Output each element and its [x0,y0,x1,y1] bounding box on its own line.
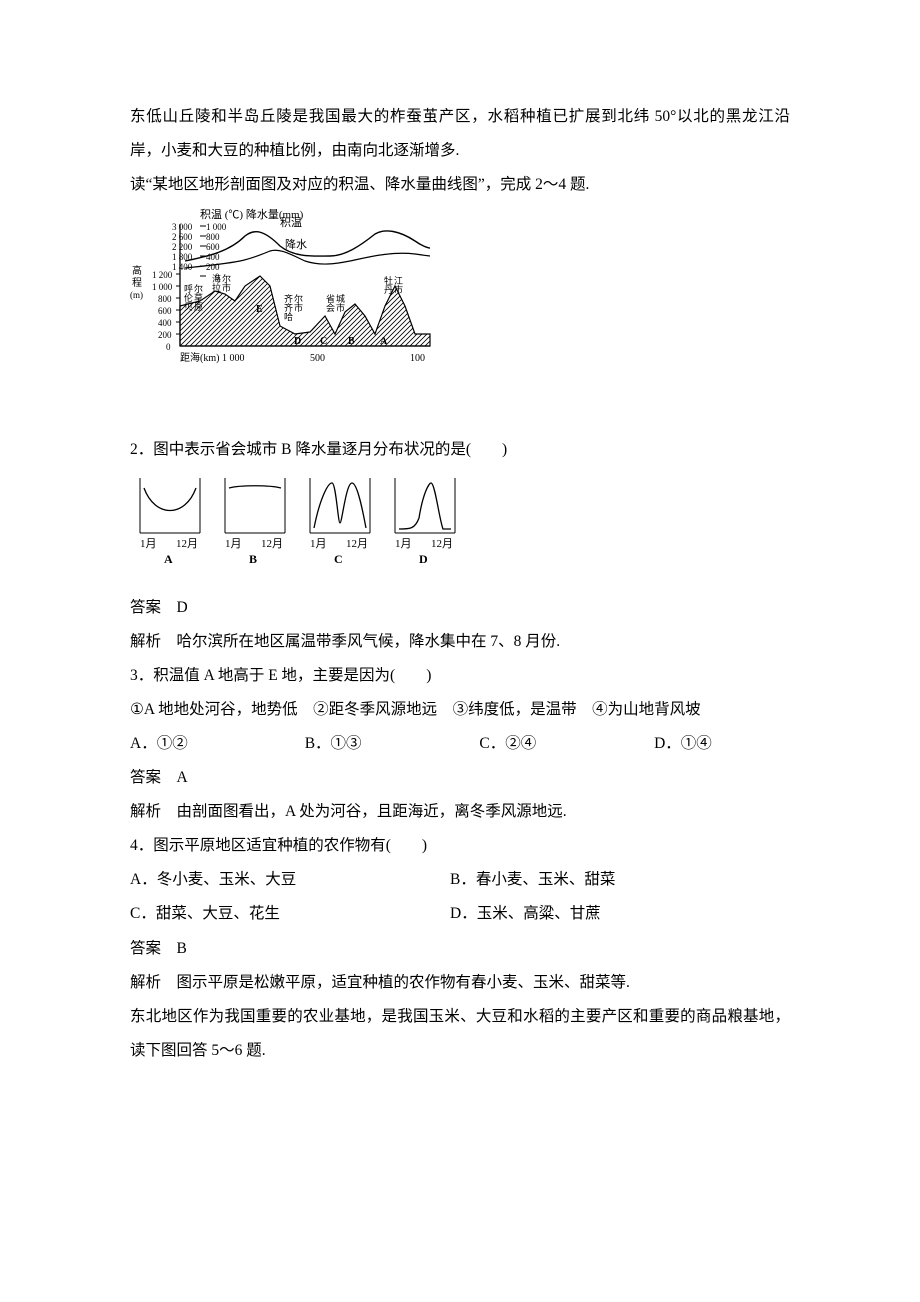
label-E: E [256,304,263,315]
mini-c-label: C [334,552,343,566]
mini-d-label: D [419,552,428,566]
elev-label-1: 高 [132,264,142,277]
svg-text:海拉: 海拉 [211,273,221,293]
q3-opt-d: D．①④ [654,727,790,761]
q4-explain: 解析 图示平原是松嫩平原，适宜种植的农作物有春小麦、玉米、甜菜等. [130,966,790,1000]
q3-explain: 解析 由剖面图看出，A 处为河谷，且距海近，离冬季风源地远. [130,795,790,829]
ytick: 400 [158,318,172,328]
ytick-r: 600 [206,242,220,252]
outro-paragraph: 东北地区作为我国重要的农业基地，是我国玉米、大豆和水稻的主要产区和重要的商品粮基… [130,1000,790,1068]
q4-opt-d: D．玉米、高粱、甘蔗 [450,897,770,931]
q3-stem: 3．积温值 A 地高于 E 地，主要是因为( ) [130,659,790,693]
curve-label-precip: 降水 [285,237,307,251]
q4-opt-c: C．甜菜、大豆、花生 [130,897,450,931]
q4-stem: 4．图示平原地区适宜种植的农作物有( ) [130,829,790,863]
q4-options-row1: A．冬小麦、玉米、大豆 B．春小麦、玉米、甜菜 [130,863,790,897]
label-D: D [294,336,301,347]
mini-b-label: B [249,552,257,566]
xaxis-right: 100 [410,353,425,364]
q4-opt-b: B．春小麦、玉米、甜菜 [450,863,770,897]
mini-a-label: A [164,552,173,566]
q4-opt-a: A．冬小麦、玉米、大豆 [130,863,450,897]
mini-d-r: 12月 [431,538,453,550]
ytick: 600 [158,306,172,316]
svg-text:齐齐哈: 齐齐哈 [283,293,293,322]
intro-paragraph-2: 读“某地区地形剖面图及对应的积温、降水量曲线图”，完成 2～4 题. [130,168,790,202]
q3-answer: 答案 A [130,761,790,795]
xaxis-mid: 500 [310,353,325,364]
intro-paragraph-1: 东低山丘陵和半岛丘陵是我国最大的柞蚕茧产区，水稻种植已扩展到北纬 50°以北的黑… [130,100,790,168]
mini-b-r: 12月 [261,538,283,550]
mini-c-r: 12月 [346,538,368,550]
q2-stem: 2．图中表示省会城市 B 降水量逐月分布状况的是( ) [130,433,790,467]
q4-answer: 答案 B [130,932,790,966]
svg-text:省会: 省会 [325,293,335,313]
svg-text:尔市: 尔市 [293,293,303,313]
q3-options: A．①② B．①③ C．②④ D．①④ [130,727,790,761]
mini-a-r: 12月 [176,538,198,550]
ytick: 1 200 [152,270,173,280]
svg-text:呼伦贝: 呼伦贝 [183,284,193,312]
precip-curve [185,250,430,268]
curve-label-jiwen: 积温 [280,216,302,229]
ytick: 2 600 [172,232,193,242]
ytick-r: 800 [206,232,220,242]
q4-options-row2: C．甜菜、大豆、花生 D．玉米、高粱、甘蔗 [130,897,790,931]
profile-chart: 积温 (℃) 降水量(mm) 3 000 2 600 2 200 1 800 1… [130,206,790,429]
ytick-r: 200 [206,262,220,272]
label-C: C [320,336,327,347]
mini-c-l: 1月 [310,538,327,550]
q2-explain: 解析 哈尔滨所在地区属温带季风气候，降水集中在 7、8 月份. [130,625,790,659]
q3-opt-b: B．①③ [305,727,480,761]
svg-text:城市: 城市 [335,294,345,313]
label-A: A [380,336,388,347]
mini-a-l: 1月 [140,538,157,550]
svg-text:尔市: 尔市 [221,273,231,293]
q3-opt-c: C．②④ [479,727,654,761]
q2-answer: 答案 D [130,591,790,625]
ytick: 200 [158,330,172,340]
mini-b-l: 1月 [225,538,242,550]
elev-label-3: (m) [130,290,143,300]
q2-option-charts: 1月 12月 A 1月 12月 B 1月 12月 [130,473,790,586]
ytick: 0 [166,342,171,352]
xaxis-left: 距海(km) 1 000 [180,351,244,364]
jiwen-curve [185,231,430,261]
ytick: 2 200 [172,242,193,252]
ytick: 3 000 [172,222,193,232]
svg-text:牡丹: 牡丹 [383,275,393,295]
svg-text:尔草原: 尔草原 [193,283,203,311]
ytick: 800 [158,294,172,304]
mini-d-l: 1月 [395,538,412,550]
q3-opt-a: A．①② [130,727,305,761]
label-B: B [348,336,355,347]
ytick-r: 1 000 [206,222,227,232]
svg-text:江市: 江市 [393,276,403,295]
ytick: 1 000 [152,282,173,292]
elev-label-2: 程 [132,277,142,289]
q3-conditions: ①A 地地处河谷，地势低 ②距冬季风源地远 ③纬度低，是温带 ④为山地背风坡 [130,693,790,727]
